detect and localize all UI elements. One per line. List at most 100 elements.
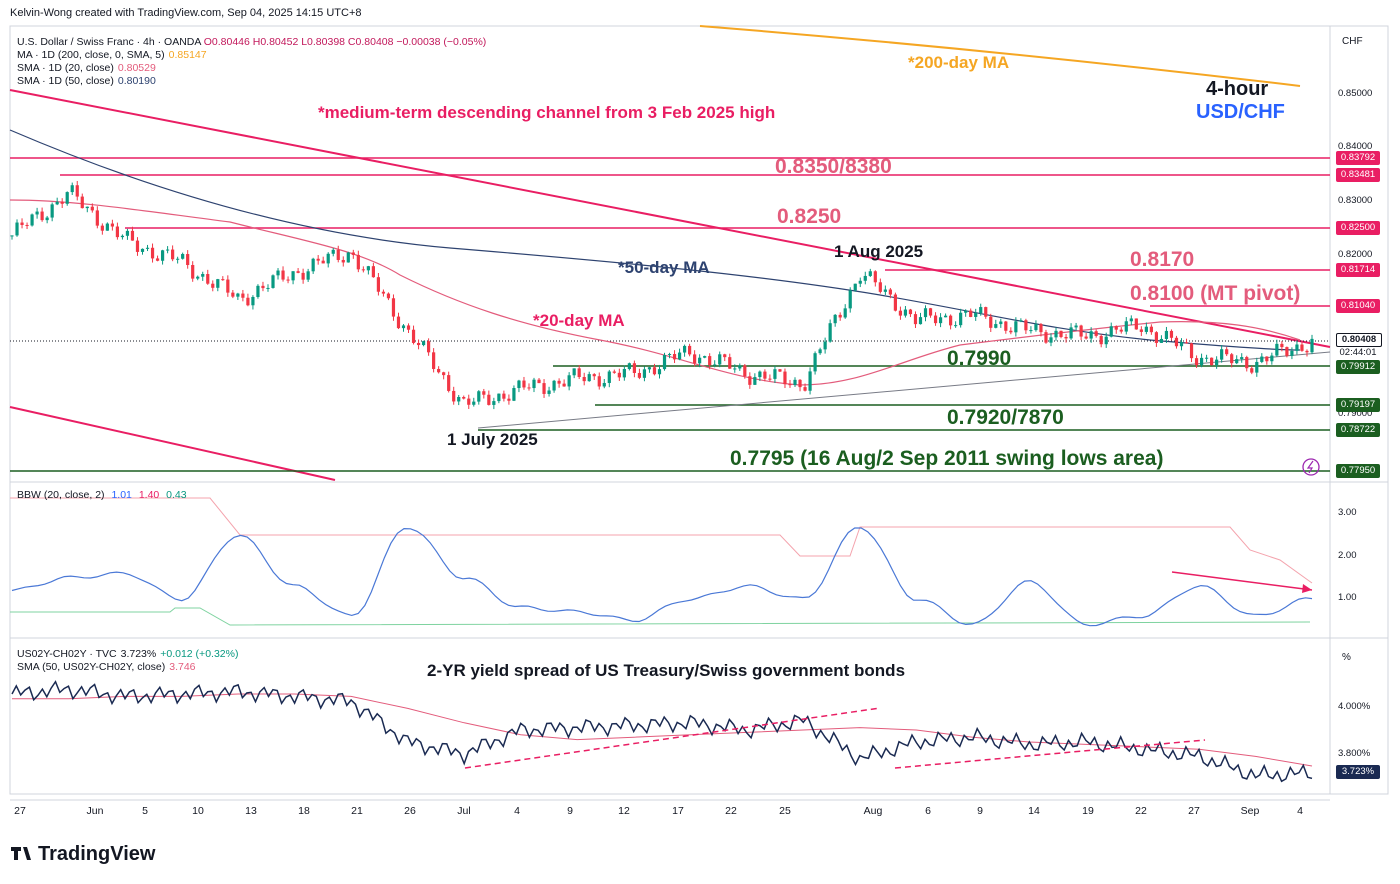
spread-legend: US02Y-CH02Y · TVC 3.723% +0.012 (+0.32%) S… [17,648,238,674]
candle-body [386,293,391,299]
candle-body [1044,332,1048,343]
candle-body [562,383,566,387]
candle-body [1079,325,1083,337]
candle-body [125,230,130,236]
candle-body [888,289,892,295]
price-tick: 0.83000 [1338,195,1373,206]
candle-body [1215,359,1219,366]
candle-body [1094,331,1098,336]
candle-body [55,201,59,205]
candle-body [728,357,732,369]
candle-body [1210,357,1214,366]
candle-body [1129,318,1133,322]
candle-body [1159,338,1164,343]
candle-body [416,342,421,346]
candle-body [467,398,471,405]
candle-body [582,377,586,382]
candle-body [994,324,998,328]
spread-trend-1 [464,707,881,769]
candle-body [50,204,54,218]
candle-body [1199,357,1204,366]
candle-body [1069,327,1073,339]
candle-body [1290,350,1294,356]
price-tag: 0.79912 [1336,360,1380,374]
candle-body [723,354,727,358]
candle-body [688,345,692,355]
candle-body [512,388,516,401]
candle-body [110,223,114,227]
time-axis-label: Aug [863,805,883,817]
spread-line [11,680,1313,783]
candle-body [959,312,963,326]
candle-body [1054,330,1058,338]
time-axis-label: 18 [298,805,310,817]
candle-body [1074,325,1078,328]
candle-body [949,315,953,326]
candle-body [135,240,140,252]
candle-body [954,325,958,327]
candle-body [1204,357,1209,359]
candle-body [361,269,365,271]
candle-body [75,185,79,197]
candle-body [321,260,325,264]
candle-body [1064,336,1068,339]
time-axis-label: Jun [86,805,104,817]
time-axis-label: 22 [725,805,737,817]
time-axis-label: 12 [618,805,630,817]
candle-body [682,345,687,353]
bbw-value-1: 1.01 [111,489,132,501]
spread-price-tag: 3.723% [1336,765,1380,779]
candle-body [918,317,923,325]
candle-body [974,312,978,317]
candle-body [969,310,973,317]
candle-body [231,292,235,297]
candle-body [226,279,230,293]
candle-body [532,379,536,389]
bbw-line [11,527,1313,627]
candle-body [597,376,601,387]
candle-body [291,271,295,281]
candle-body [1240,357,1244,360]
candle-body [733,368,737,370]
candle-body [933,315,938,324]
ma200-annotation: *200-day MA [908,53,1010,72]
candle-body [758,371,762,378]
candle-body [1009,330,1013,333]
candle-body [80,196,84,209]
current-price-tag: 0.80408 [1336,333,1382,347]
candle-body [100,225,104,231]
sma20-value: 0.80529 [117,62,156,74]
candle-body [211,283,215,288]
price-tag: 0.82500 [1336,221,1380,235]
time-axis-label: 22 [1135,805,1147,817]
candle-body [1189,343,1194,359]
time-axis-label: 13 [245,805,257,817]
candle-body [155,258,160,261]
candle-body [1124,321,1128,332]
candle-body [572,368,576,376]
candle-body [497,393,501,402]
candle-body [421,341,426,346]
candle-body [1270,355,1274,362]
candle-body [893,294,897,311]
candle-body [70,185,74,193]
bbw-highest-line [10,497,1313,584]
candle-body [306,271,310,280]
alert-bolt [1306,460,1314,474]
candle-body [311,258,315,272]
candle-body [542,383,546,394]
candle-body [331,249,335,254]
candle-body [25,224,29,226]
candle-body [487,394,491,405]
candle-body [853,283,857,291]
candle-body [427,341,431,353]
candle-body [462,396,466,399]
candle-body [1255,361,1259,373]
bbw-value-2: 1.40 [138,489,160,501]
candle-body [763,371,767,379]
candle-body [808,371,812,391]
candle-body [1154,332,1159,343]
candle-body [708,356,712,366]
candle-body [848,290,852,309]
candle-body [396,316,401,329]
